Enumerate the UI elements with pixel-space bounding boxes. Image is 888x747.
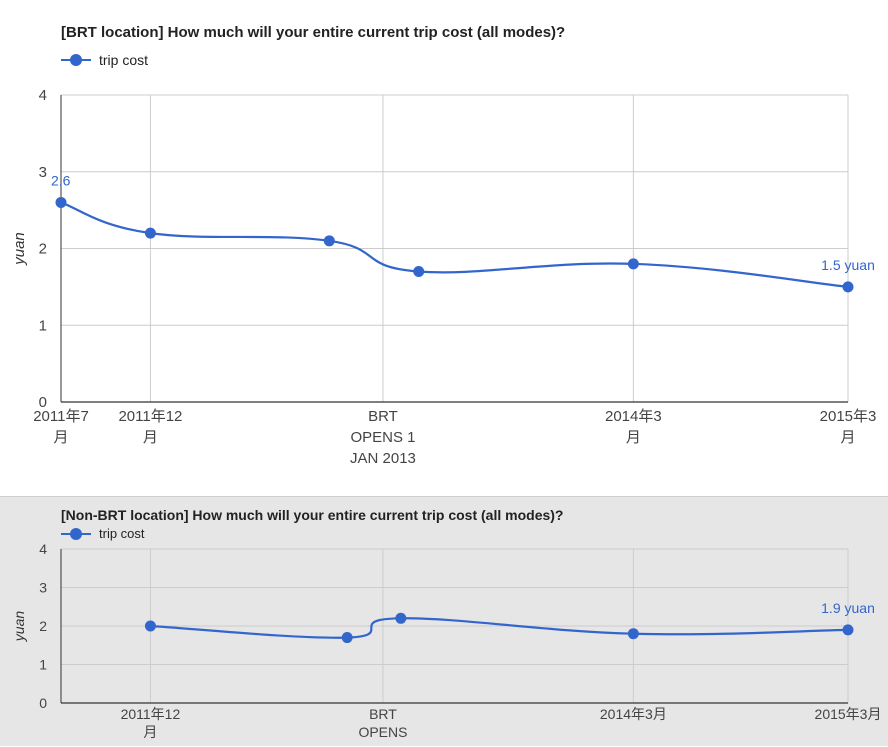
data-point (341, 632, 353, 644)
chart-title: [BRT location] How much will your entire… (61, 24, 566, 41)
x-tick-label: 2011年7 月 (33, 408, 89, 446)
chart-title: [Non-BRT location] How much will your en… (61, 507, 564, 523)
data-point (144, 227, 156, 239)
series-line (150, 617, 849, 639)
y-tick-label: 3 (39, 164, 47, 181)
plot-area: 0 1 2 3 4 2011年7 月 2011年12 月 BRT OPENS 1 JAN 2013 20… (11, 87, 877, 467)
y-tick-label: 4 (39, 87, 47, 104)
plot-area: 0 1 2 3 4 2011年12 月 BRT OPENS 2014年3月 2015年3月 yuan 1… (11, 541, 882, 740)
x-tick-label-line: 2014年3 (605, 408, 662, 425)
data-point (395, 612, 407, 624)
x-tick-label: BRT OPENS 1 JAN 2013 (350, 408, 416, 467)
x-tick-label-line: 月 (53, 429, 68, 446)
data-label: 1.9 yuan (821, 600, 875, 616)
y-tick-label: 3 (39, 580, 47, 596)
x-tick-label-line: 2015年3 (820, 408, 877, 425)
y-tick-label: 1 (39, 657, 47, 673)
y-tick-label: 2 (39, 241, 47, 258)
legend-line-marker-icon (61, 526, 91, 542)
x-tick-label-line: BRT (369, 706, 397, 722)
data-point (842, 281, 854, 293)
data-point (323, 235, 335, 247)
x-tick-label: 2015年3 月 (820, 408, 877, 446)
data-label: 1.5 yuan (821, 257, 875, 273)
x-tick-label-line: 2011年12 (121, 706, 181, 722)
y-axis-title: yuan (11, 611, 27, 643)
x-tick-label-line: 2011年7 (33, 408, 89, 425)
x-tick-label: 2014年3月 (600, 706, 667, 722)
x-tick-label-line: 月 (840, 429, 855, 446)
legend-line-marker-icon (61, 52, 91, 68)
x-tick-label-line: 月 (143, 429, 158, 446)
legend-label: trip cost (99, 526, 145, 541)
y-tick-label: 0 (39, 394, 47, 411)
x-tick-label-line: 月 (626, 429, 641, 446)
x-tick-label-line: JAN 2013 (350, 450, 416, 467)
x-tick-label-line: 2014年3月 (600, 706, 667, 722)
x-tick-label: BRT OPENS (358, 706, 407, 740)
data-label: 2.6 (51, 172, 71, 188)
y-axis-title: yuan (11, 232, 28, 266)
x-tick-label-line: 2011年12 (118, 408, 182, 425)
x-tick-label: 2014年3 月 (605, 408, 662, 446)
legend-label: trip cost (99, 52, 149, 68)
x-tick-label: 2015年3月 (815, 706, 882, 722)
series-line (60, 201, 849, 288)
data-point (413, 266, 425, 278)
x-tick-label-line: 2015年3月 (815, 706, 882, 722)
x-tick-label-line: OPENS 1 (350, 429, 415, 446)
data-point (842, 624, 854, 636)
chart-brt-location: [BRT location] How much will your entire… (11, 24, 877, 467)
y-tick-label: 4 (39, 541, 47, 557)
y-tick-label: 1 (39, 317, 47, 334)
chart-non-brt-location: [Non-BRT location] How much will your en… (0, 496, 888, 746)
data-point (144, 620, 156, 632)
x-tick-label-line: BRT (368, 408, 398, 425)
y-tick-label: 0 (39, 695, 47, 711)
x-tick-label-line: OPENS (358, 724, 407, 740)
y-tick-label: 2 (39, 618, 47, 634)
x-tick-label-line: 月 (143, 724, 157, 740)
data-point (55, 196, 67, 208)
x-tick-label: 2011年12 月 (118, 408, 182, 446)
data-point (627, 628, 639, 640)
data-point (627, 258, 639, 270)
x-tick-label: 2011年12 月 (121, 706, 181, 740)
